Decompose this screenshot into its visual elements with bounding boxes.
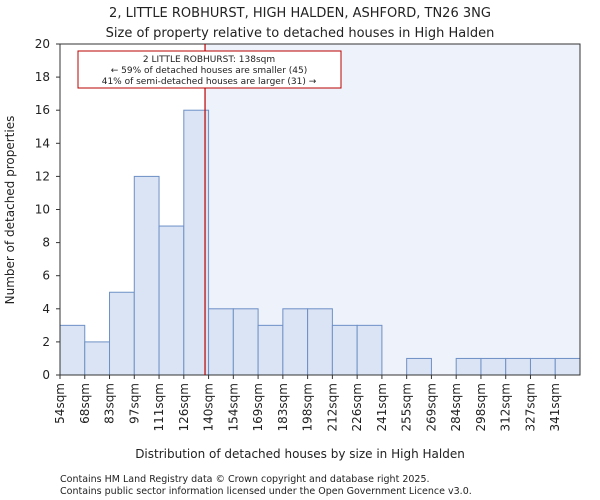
x-tick-label: 97sqm [127, 383, 141, 424]
y-axis: 0 2 4 6 8 10 12 14 16 18 20 [35, 37, 60, 382]
y-tick-label: 8 [42, 236, 50, 250]
x-tick-label: 140sqm [202, 383, 216, 431]
y-tick-label: 18 [35, 70, 50, 84]
bar-54sqm [59, 324, 86, 376]
y-tick-label: 20 [35, 37, 50, 51]
bars [59, 109, 581, 376]
x-tick-label: 327sqm [523, 383, 537, 431]
y-tick-label: 16 [35, 103, 50, 117]
y-tick-label: 4 [42, 302, 50, 316]
chart-subtitle: Size of property relative to detached ho… [106, 26, 495, 41]
x-tick-label: 126sqm [177, 383, 191, 431]
y-tick-label: 2 [42, 335, 50, 349]
y-tick-label: 0 [42, 368, 50, 382]
x-tick-label: 111sqm [152, 383, 166, 431]
plot-area: 0 2 4 6 8 10 12 14 16 18 20 54sqm 68sqm 83sqm 97sqm 11… [35, 37, 581, 431]
bar-140sqm [208, 308, 234, 376]
annotation-border [77, 50, 342, 89]
bar-226sqm [356, 324, 383, 376]
bar-169sqm [257, 324, 284, 376]
x-tick-label: 198sqm [301, 383, 315, 431]
chart-title: 2, LITTLE ROBHURST, HIGH HALDEN, ASHFORD… [109, 6, 491, 21]
bar-183sqm [282, 308, 309, 376]
footer-line-1: Contains HM Land Registry data © Crown c… [60, 474, 430, 485]
y-tick-label: 14 [35, 136, 50, 150]
x-tick-label: 341sqm [548, 383, 562, 431]
highlight-region [205, 44, 581, 375]
annotation-line-2: ← 59% of detached houses are smaller (45… [111, 66, 308, 76]
y-tick-label: 6 [42, 269, 50, 283]
x-axis-label: Distribution of detached houses by size … [135, 447, 465, 461]
bar-255sqm [406, 357, 432, 376]
bar-212sqm [331, 324, 358, 376]
x-tick-label: 169sqm [251, 383, 265, 431]
annotation-line-3: 41% of semi-detached houses are larger (… [102, 77, 317, 87]
bar-298sqm [480, 357, 507, 376]
bar-97sqm [133, 175, 160, 376]
larger-region-shade [205, 44, 581, 375]
x-tick-label: 183sqm [276, 383, 290, 431]
y-tick-label: 12 [35, 169, 50, 183]
x-tick-label: 83sqm [103, 383, 117, 424]
bar-154sqm [232, 308, 259, 376]
x-tick-label: 54sqm [53, 383, 67, 424]
y-tick-label: 10 [35, 203, 50, 217]
x-tick-label: 255sqm [400, 383, 414, 431]
annotation-line-1: 2 LITTLE ROBHURST: 138sqm [143, 55, 275, 65]
x-tick-label: 68sqm [78, 383, 92, 424]
bar-83sqm [109, 291, 135, 376]
x-tick-label: 298sqm [474, 383, 488, 431]
bar-341sqm [554, 357, 581, 376]
y-axis-label: Number of detached properties [3, 116, 17, 305]
bar-284sqm [455, 357, 482, 376]
annotation-box: 2 LITTLE ROBHURST: 138sqm ← 59% of detac… [77, 50, 342, 89]
bar-312sqm [505, 357, 531, 376]
x-tick-label: 154sqm [226, 383, 240, 431]
x-tick-label: 312sqm [499, 383, 513, 431]
x-axis: 54sqm 68sqm 83sqm 97sqm 111sqm 126sqm 140sqm 15… [53, 375, 562, 431]
bar-198sqm [307, 308, 333, 376]
footer-line-2: Contains public sector information licen… [60, 486, 472, 497]
x-tick-label: 284sqm [449, 383, 463, 431]
x-tick-label: 269sqm [424, 383, 438, 431]
bar-327sqm [529, 357, 556, 376]
x-tick-label: 241sqm [375, 383, 389, 431]
x-tick-label: 226sqm [350, 383, 364, 431]
bar-111sqm [158, 225, 185, 376]
bar-68sqm [84, 341, 111, 376]
x-tick-label: 212sqm [325, 383, 339, 431]
